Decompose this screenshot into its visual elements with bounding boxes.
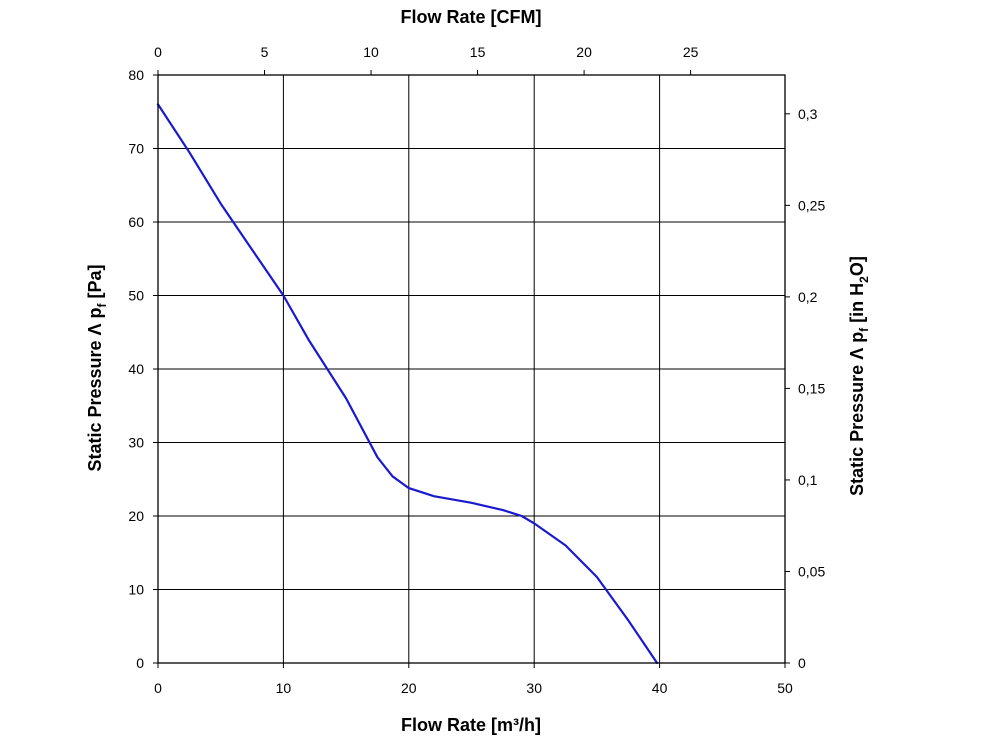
series-point xyxy=(596,576,598,578)
x-bottom-tick-label: 50 xyxy=(777,680,793,696)
y-left-tick-label: 30 xyxy=(128,435,144,451)
x-bottom-tick-label: 10 xyxy=(276,680,292,696)
series-point xyxy=(220,203,222,205)
series-point xyxy=(564,544,567,547)
x-bottom-tick-label: 40 xyxy=(652,680,668,696)
series-point xyxy=(282,294,284,297)
y-left-tick-label: 0 xyxy=(136,655,144,671)
y-left-tick-label: 50 xyxy=(128,288,144,304)
x-top-tick-label: 10 xyxy=(363,44,379,60)
series-point xyxy=(521,515,523,517)
y-right-tick-label: 0,1 xyxy=(798,472,818,488)
tick-layer: 0 10 20 30 40 50 0 5 10 15 20 25 0 10 20 30 40 50 60 70 80 0 0… xyxy=(128,44,825,696)
y-left-tick-label: 80 xyxy=(128,67,144,83)
y-left-tick-label: 70 xyxy=(128,141,144,157)
grid-layer xyxy=(157,74,786,664)
y-left-title-sub: f xyxy=(95,302,109,307)
y-right-tick-label: 0 xyxy=(798,655,806,671)
y-right-tick-label: 0,3 xyxy=(798,106,818,122)
x-bottom-tick-label: 20 xyxy=(401,680,417,696)
series-point xyxy=(188,151,190,153)
y-right-title-unit-b: O] xyxy=(847,256,867,276)
series-point xyxy=(232,221,234,223)
series-layer xyxy=(156,103,659,665)
series-point xyxy=(391,475,394,477)
series-point xyxy=(533,522,535,524)
series-point xyxy=(470,502,473,504)
x-top-tick-label: 5 xyxy=(261,44,269,60)
x-top-axis-title: Flow Rate [CFM] xyxy=(401,7,542,27)
series-point xyxy=(307,339,310,341)
y-right-title-unit-a: [in H xyxy=(847,283,867,328)
x-top-tick-label: 15 xyxy=(470,44,486,60)
y-left-tick-label: 60 xyxy=(128,214,144,230)
x-top-tick-label: 20 xyxy=(576,44,592,60)
series-point xyxy=(257,258,259,260)
y-right-tick-label: 0,15 xyxy=(798,380,825,396)
x-top-tick-label: 25 xyxy=(683,44,699,60)
y-left-tick-label: 10 xyxy=(128,582,144,598)
series-point xyxy=(408,487,410,489)
y-left-tick-label: 40 xyxy=(128,361,144,377)
y-left-title-unit: [Pa] xyxy=(85,264,105,303)
y-right-title-sub: f xyxy=(857,327,871,332)
x-bottom-tick-label: 0 xyxy=(154,680,162,696)
x-bottom-axis-title: Flow Rate [m³/h] xyxy=(401,715,541,735)
y-left-tick-label: 20 xyxy=(128,508,144,524)
x-bottom-tick-label: 30 xyxy=(526,680,542,696)
series-point xyxy=(502,509,504,511)
x-top-tick-label: 0 xyxy=(154,44,162,60)
series-point xyxy=(376,456,379,458)
series-point xyxy=(627,619,629,621)
y-right-axis-title: Static Pressure Λ pf [in H2O] xyxy=(847,256,871,496)
series-line xyxy=(156,103,659,665)
y-right-title-main: Static Pressure Λ p xyxy=(847,332,867,496)
y-right-tick-label: 0,25 xyxy=(798,197,825,213)
series-point xyxy=(345,397,347,399)
series-point xyxy=(433,495,435,497)
y-right-title-unit-sub: 2 xyxy=(857,276,871,283)
y-left-title-main: Static Pressure Λ p xyxy=(85,307,105,471)
y-right-tick-label: 0,2 xyxy=(798,289,818,305)
y-right-tick-label: 0,05 xyxy=(798,563,825,579)
y-left-axis-title: Static Pressure Λ pf [Pa] xyxy=(85,264,109,471)
